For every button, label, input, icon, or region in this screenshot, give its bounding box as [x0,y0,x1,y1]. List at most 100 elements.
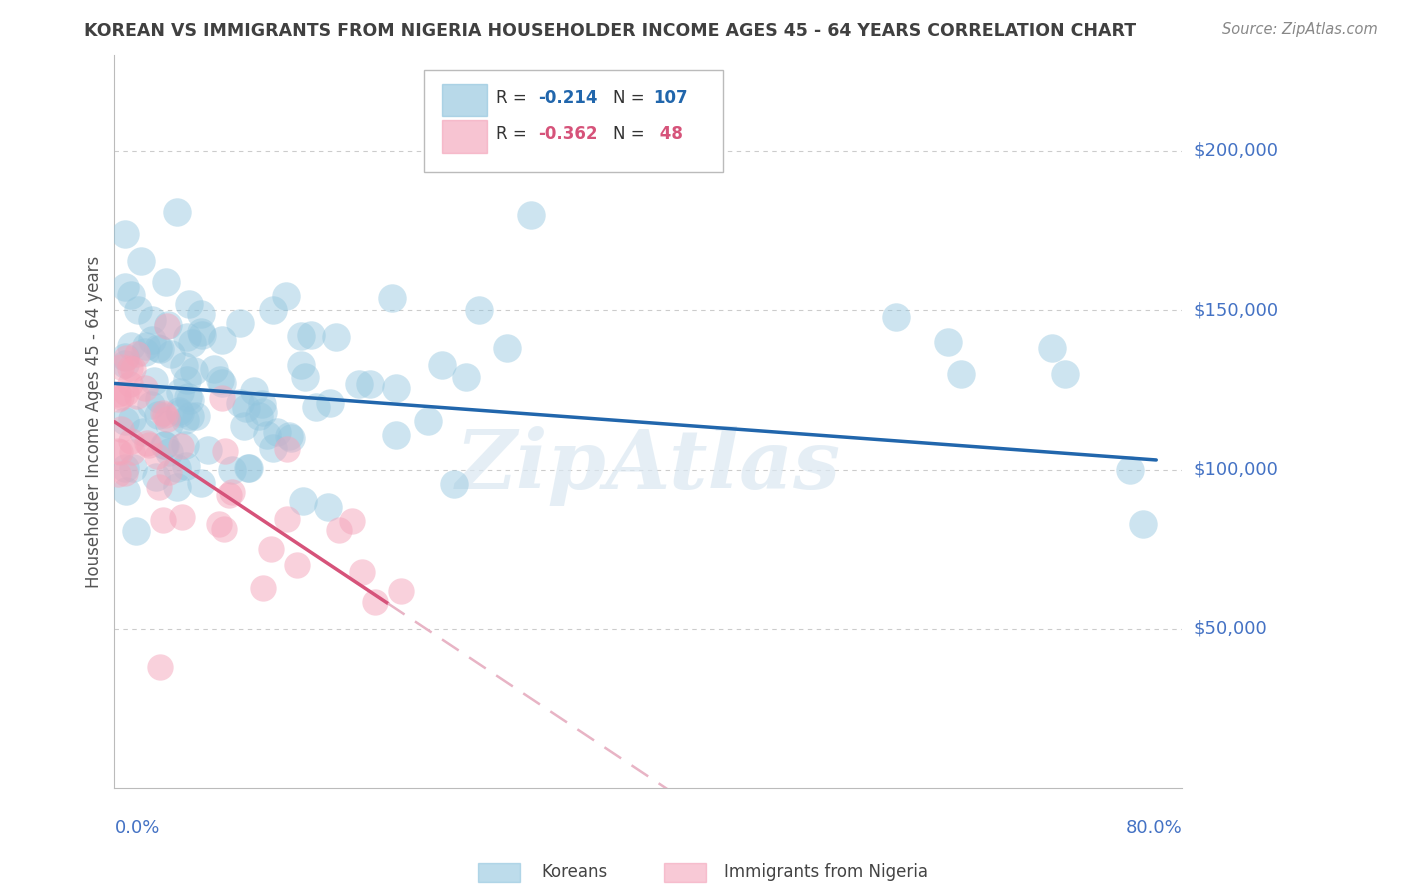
Point [118,377,141,392]
Point [328,523,350,537]
Point [290,358,312,372]
Point [211,334,233,348]
Point [190,307,212,321]
Point [122,361,145,376]
Point [166,480,188,494]
Point [936,334,959,349]
Point [152,406,174,420]
FancyBboxPatch shape [425,70,723,172]
Y-axis label: Householder Income Ages 45 - 64 years: Householder Income Ages 45 - 64 years [86,256,103,588]
Text: N =: N = [613,88,645,107]
Point [252,405,274,419]
Point [359,376,381,391]
Point [179,392,201,407]
Text: Immigrants from Nigeria: Immigrants from Nigeria [724,863,928,881]
Point [149,660,172,674]
Point [190,325,212,339]
Point [238,461,260,475]
Point [243,384,266,398]
Text: N =: N = [613,125,645,144]
Point [252,396,274,410]
Point [276,511,298,525]
Point [156,318,179,333]
Point [146,408,169,422]
Point [110,422,132,436]
Point [143,374,166,388]
Point [157,417,180,431]
Point [364,595,387,609]
Text: -0.214: -0.214 [538,88,598,107]
Point [190,476,212,491]
Point [135,339,157,353]
Point [292,494,315,508]
Point [114,357,136,371]
Text: $100,000: $100,000 [1194,460,1278,478]
Point [141,334,163,348]
Text: R =: R = [496,125,526,144]
Point [166,205,188,219]
Point [110,390,132,404]
Text: Source: ZipAtlas.com: Source: ZipAtlas.com [1222,22,1378,37]
FancyBboxPatch shape [443,84,486,116]
Point [127,302,149,317]
Point [350,565,373,579]
Point [316,500,339,514]
Point [177,391,200,405]
Point [124,524,146,539]
Point [290,328,312,343]
Point [190,327,212,342]
Point [136,436,159,450]
Point [114,484,136,499]
Point [134,381,156,395]
Point [260,542,283,557]
Point [115,351,138,365]
Point [159,347,181,361]
Point [122,461,145,475]
Point [176,330,198,344]
Point [148,392,170,406]
Point [183,364,205,378]
Text: 0.0%: 0.0% [114,819,160,837]
FancyBboxPatch shape [443,120,486,153]
Point [134,344,156,359]
Point [208,373,231,387]
Text: 107: 107 [654,88,689,107]
Point [236,461,259,475]
Point [325,330,347,344]
Point [110,360,132,375]
Text: $200,000: $200,000 [1194,142,1278,160]
Point [125,389,148,403]
Point [174,412,197,426]
Point [235,401,257,416]
Point [138,438,160,452]
Point [115,386,138,401]
Point [107,387,129,401]
Point [146,341,169,355]
Text: Koreans: Koreans [541,863,607,881]
Text: R =: R = [496,88,526,107]
Point [229,316,252,330]
Text: $150,000: $150,000 [1194,301,1278,319]
Point [141,313,163,327]
Point [169,384,191,399]
Point [114,280,136,294]
Point [418,414,440,428]
Point [114,350,136,364]
Point [262,442,284,456]
Point [139,398,162,412]
Point [381,291,404,305]
Point [107,443,129,458]
Point [155,438,177,452]
Point [114,461,136,475]
Point [256,427,278,442]
Point [121,412,143,426]
Point [229,395,252,409]
Point [208,516,231,531]
Point [157,445,180,459]
Point [149,342,172,356]
Point [247,409,270,423]
Point [145,449,167,463]
Point [496,341,519,355]
Point [120,288,142,302]
Point [299,327,322,342]
